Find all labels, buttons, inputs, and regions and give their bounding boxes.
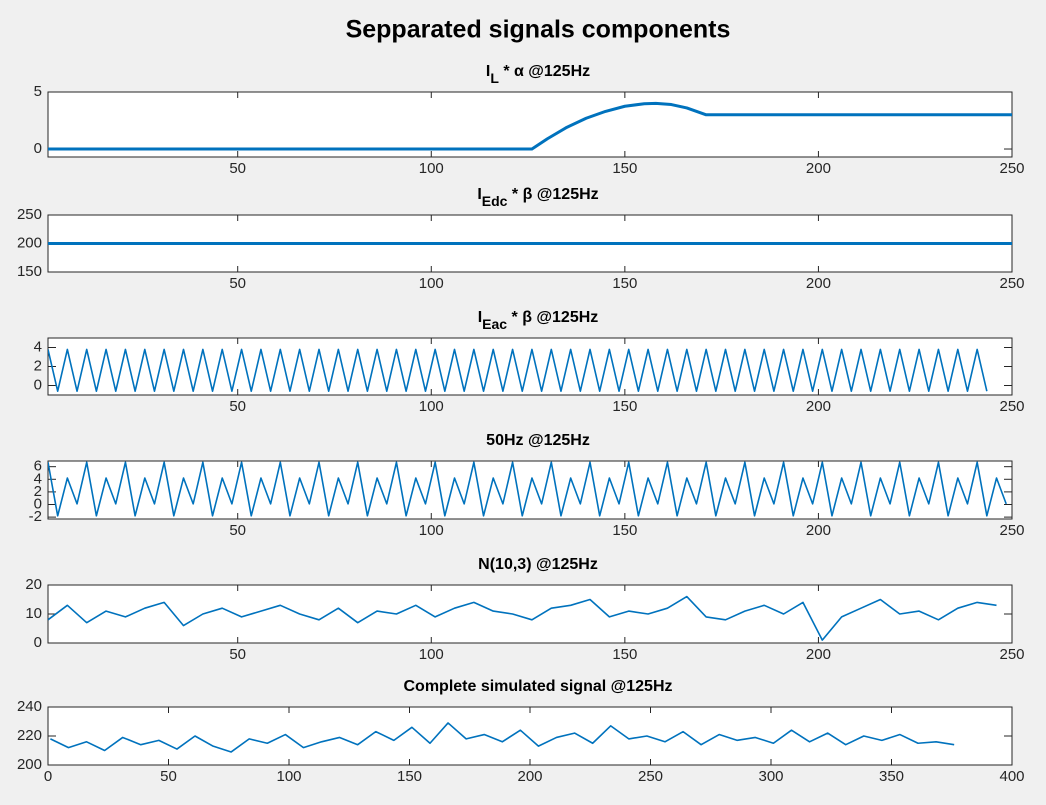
y-tick-label: 220: [17, 727, 42, 744]
y-tick-label: 10: [25, 605, 42, 622]
y-tick-label: 2: [34, 357, 42, 374]
y-tick-label: 0: [34, 634, 42, 651]
x-tick-label: 250: [999, 646, 1024, 663]
x-tick-label: 100: [419, 398, 444, 415]
x-tick-label: 100: [276, 768, 301, 785]
y-tick-label: 4: [34, 338, 42, 355]
signal-line: [50, 722, 955, 753]
x-tick-label: 250: [999, 160, 1024, 177]
subplot-title: N(10,3) @125Hz: [478, 556, 598, 573]
signal-line: [48, 101, 1012, 151]
x-tick-label: 150: [612, 275, 637, 292]
x-tick-label: 250: [638, 768, 663, 785]
axes-frame: [47, 460, 1013, 520]
x-tick-label: 100: [419, 522, 444, 539]
x-tick-label: 250: [999, 275, 1024, 292]
axes-frame: [47, 337, 1013, 396]
axes-frame: [47, 584, 1013, 644]
signal-line: [48, 595, 997, 641]
x-tick-label: 150: [612, 522, 637, 539]
x-tick-label: 400: [999, 768, 1024, 785]
y-tick-label: 150: [17, 263, 42, 280]
y-tick-label: 20: [25, 576, 42, 593]
title-text: Complete simulated signal @125Hz: [403, 678, 672, 695]
y-tick-label: 5: [34, 83, 42, 100]
title-subscript: L: [490, 70, 499, 86]
y-tick-label: 0: [34, 376, 42, 393]
x-tick-label: 150: [612, 398, 637, 415]
title-subscript: Edc: [482, 193, 508, 209]
signal-line: [48, 461, 1007, 517]
x-tick-label: 200: [806, 522, 831, 539]
axes-frame: [47, 706, 1013, 766]
title-text: I: [477, 186, 481, 203]
y-tick-label: 0: [34, 140, 42, 157]
x-tick-label: 250: [999, 398, 1024, 415]
y-tick-label: 240: [17, 698, 42, 715]
subplot-title: IEdc * β @125Hz: [477, 186, 598, 208]
x-tick-label: 50: [229, 160, 246, 177]
title-text: I: [486, 63, 490, 80]
x-tick-label: 150: [397, 768, 422, 785]
x-tick-label: 200: [806, 646, 831, 663]
x-tick-label: 50: [229, 646, 246, 663]
subplot-title: Complete simulated signal @125Hz: [403, 678, 672, 695]
x-tick-label: 50: [229, 275, 246, 292]
x-tick-label: 100: [419, 275, 444, 292]
title-text: N(10,3) @125Hz: [478, 556, 598, 573]
y-tick-label: 4: [34, 470, 42, 487]
figure-title: Sepparated signals components: [346, 16, 731, 44]
subplot-title: IEac * β @125Hz: [478, 309, 599, 331]
x-tick-label: 150: [612, 160, 637, 177]
x-tick-label: 0: [44, 768, 52, 785]
title-subscript: Eac: [482, 316, 507, 332]
x-tick-label: 200: [517, 768, 542, 785]
x-tick-label: 100: [419, 646, 444, 663]
title-text: * β @125Hz: [507, 309, 598, 326]
x-tick-label: 50: [229, 398, 246, 415]
y-tick-label: 200: [17, 234, 42, 251]
y-tick-label: 0: [34, 495, 42, 512]
title-text: * α @125Hz: [499, 63, 590, 80]
title-text: * β @125Hz: [507, 186, 598, 203]
x-tick-label: 250: [999, 522, 1024, 539]
y-tick-label: -2: [29, 508, 42, 525]
x-tick-label: 50: [160, 768, 177, 785]
y-tick-label: 6: [34, 458, 42, 475]
x-tick-label: 200: [806, 275, 831, 292]
axes-frame: [47, 91, 1013, 158]
x-tick-label: 350: [879, 768, 904, 785]
x-tick-label: 50: [229, 522, 246, 539]
y-tick-label: 2: [34, 483, 42, 500]
x-tick-label: 200: [806, 398, 831, 415]
title-text: 50Hz @125Hz: [486, 432, 590, 449]
subplot-title: IL * α @125Hz: [486, 63, 590, 85]
y-tick-label: 250: [17, 206, 42, 223]
x-tick-label: 150: [612, 646, 637, 663]
x-tick-label: 300: [758, 768, 783, 785]
y-tick-label: 200: [17, 756, 42, 773]
x-tick-label: 100: [419, 160, 444, 177]
signal-line: [48, 348, 988, 392]
x-tick-label: 200: [806, 160, 831, 177]
subplot-title: 50Hz @125Hz: [486, 432, 590, 449]
title-text: I: [478, 309, 482, 326]
